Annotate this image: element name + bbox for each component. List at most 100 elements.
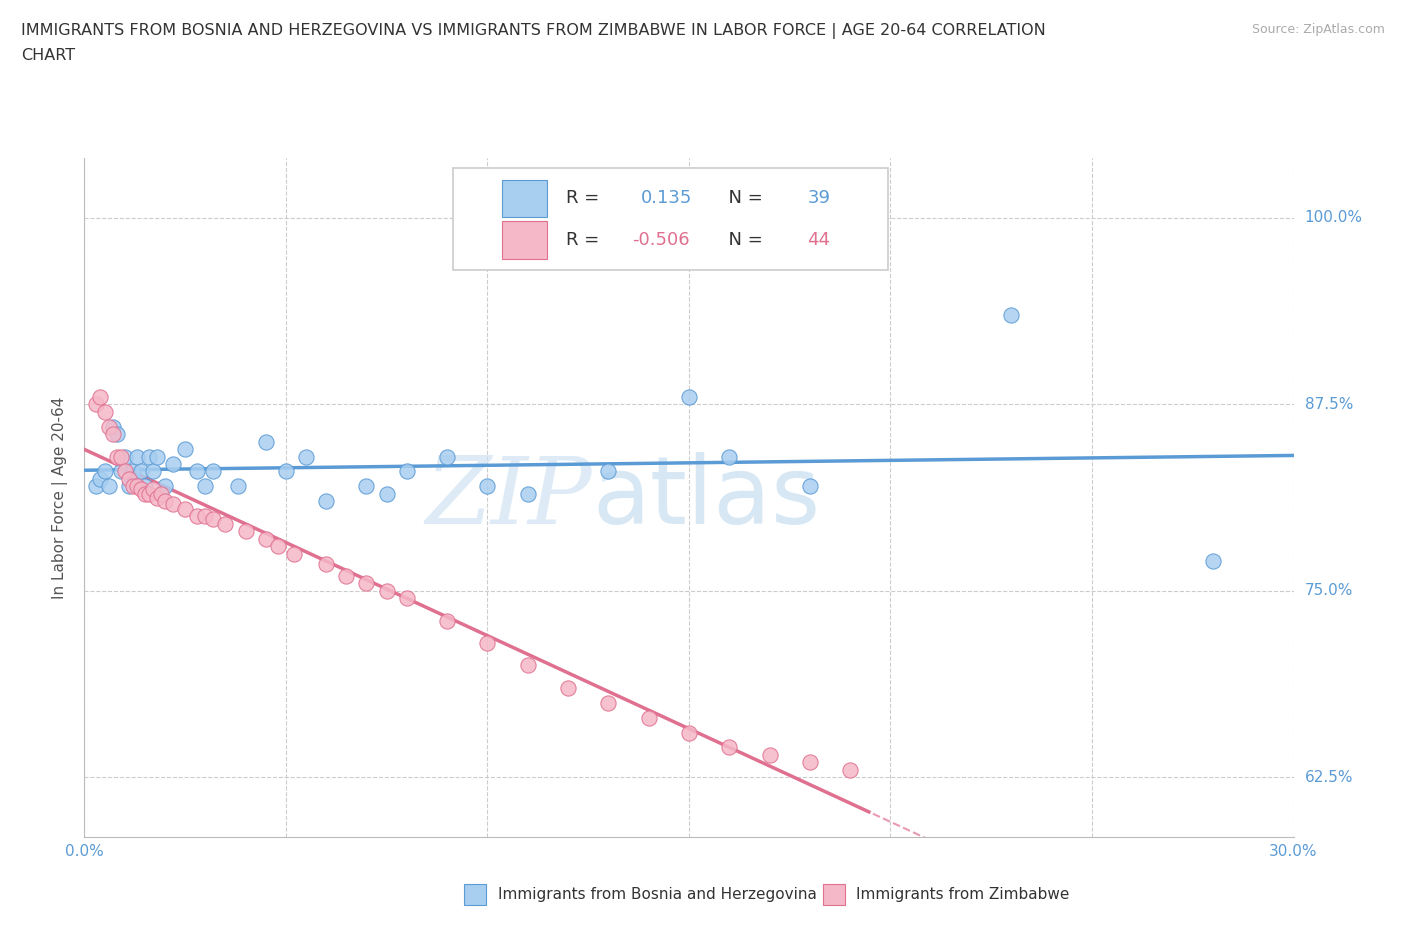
Point [134, 479, 156, 494]
Point [758, 748, 780, 763]
Point [129, 482, 152, 497]
FancyBboxPatch shape [502, 179, 547, 217]
Point [356, 479, 378, 494]
Point [142, 464, 165, 479]
Point [375, 583, 398, 598]
Point [235, 524, 257, 538]
Point [174, 501, 197, 516]
Text: atlas: atlas [592, 452, 821, 543]
Point [799, 755, 821, 770]
Point [162, 497, 184, 512]
Point [101, 427, 124, 442]
Point [598, 464, 620, 479]
Point [315, 556, 337, 571]
Point [395, 464, 418, 479]
Point [395, 591, 418, 605]
Point [118, 472, 141, 486]
Point [274, 464, 297, 479]
Point [202, 464, 225, 479]
Text: 0.135: 0.135 [641, 190, 692, 207]
Point [516, 658, 538, 672]
Point [125, 479, 148, 494]
Point [118, 479, 141, 494]
Point [718, 740, 741, 755]
Point [186, 464, 208, 479]
Point [110, 449, 132, 464]
Text: R =: R = [565, 232, 605, 249]
Point [315, 494, 337, 509]
Point [153, 494, 176, 509]
Text: 87.5%: 87.5% [1305, 397, 1353, 412]
Point [105, 427, 128, 442]
FancyBboxPatch shape [502, 221, 547, 259]
Point [1202, 553, 1225, 568]
Point [267, 538, 290, 553]
Point [598, 696, 620, 711]
Point [86, 479, 108, 494]
Point [105, 449, 128, 464]
Point [335, 568, 357, 583]
Point [678, 390, 700, 405]
Point [174, 442, 197, 457]
Point [557, 681, 579, 696]
Point [436, 613, 458, 628]
Text: 100.0%: 100.0% [1305, 210, 1362, 225]
Point [153, 479, 176, 494]
Point [516, 486, 538, 501]
Point [142, 482, 165, 497]
Text: Immigrants from Bosnia and Herzegovina: Immigrants from Bosnia and Herzegovina [498, 887, 817, 902]
Point [146, 491, 169, 506]
Point [718, 449, 741, 464]
Text: CHART: CHART [21, 48, 75, 63]
Point [121, 464, 143, 479]
Point [101, 419, 124, 434]
Point [226, 479, 249, 494]
Point [839, 763, 862, 777]
Point [125, 449, 148, 464]
Text: 39: 39 [807, 190, 831, 207]
Text: N =: N = [717, 232, 768, 249]
Point [1000, 307, 1022, 322]
Point [162, 457, 184, 472]
Point [138, 486, 160, 501]
Point [149, 486, 172, 501]
Point [295, 449, 318, 464]
Text: 62.5%: 62.5% [1305, 770, 1353, 785]
Point [86, 397, 108, 412]
Point [436, 449, 458, 464]
Point [194, 479, 217, 494]
Point [121, 479, 143, 494]
Text: 44: 44 [807, 232, 831, 249]
Point [254, 531, 277, 546]
Point [186, 509, 208, 524]
Text: IMMIGRANTS FROM BOSNIA AND HERZEGOVINA VS IMMIGRANTS FROM ZIMBABWE IN LABOR FORC: IMMIGRANTS FROM BOSNIA AND HERZEGOVINA V… [21, 23, 1046, 39]
Point [93, 405, 115, 419]
Point [283, 546, 305, 561]
Text: Source: ZipAtlas.com: Source: ZipAtlas.com [1251, 23, 1385, 36]
Point [214, 516, 236, 531]
Point [375, 486, 398, 501]
Point [110, 464, 132, 479]
Point [89, 472, 111, 486]
Text: Immigrants from Zimbabwe: Immigrants from Zimbabwe [856, 887, 1070, 902]
Text: -0.506: -0.506 [633, 232, 690, 249]
Text: ZIP: ZIP [426, 453, 592, 542]
Point [477, 635, 499, 650]
Point [678, 725, 700, 740]
Point [138, 449, 160, 464]
Point [194, 509, 217, 524]
Point [97, 479, 120, 494]
Text: N =: N = [717, 190, 768, 207]
Point [89, 390, 111, 405]
Point [146, 449, 169, 464]
Point [114, 449, 136, 464]
Text: 75.0%: 75.0% [1305, 583, 1353, 598]
Point [477, 479, 499, 494]
Point [202, 512, 225, 526]
Point [254, 434, 277, 449]
Point [97, 419, 120, 434]
Point [799, 479, 821, 494]
FancyBboxPatch shape [453, 168, 889, 270]
Text: R =: R = [565, 190, 605, 207]
Y-axis label: In Labor Force | Age 20-64: In Labor Force | Age 20-64 [52, 396, 69, 599]
